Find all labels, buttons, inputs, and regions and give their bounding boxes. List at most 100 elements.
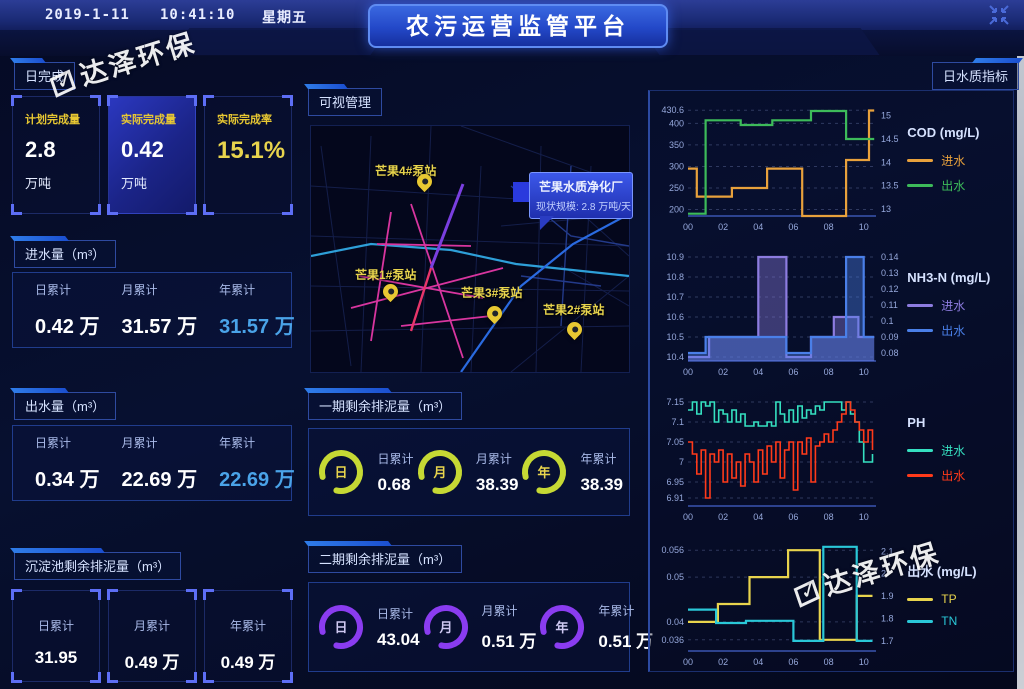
legend-swatch <box>907 304 934 307</box>
svg-text:10: 10 <box>859 367 869 377</box>
gauge-monthly: 月 月累计 0.51 万 <box>420 601 536 653</box>
chart-row-effluent: 0.056 0.05 0.04 0.036 2.1 2 1.9 1.8 1.7 00 02 04 06 0… <box>650 526 1013 671</box>
svg-text:1.7: 1.7 <box>881 635 894 645</box>
legend-swatch <box>907 597 934 601</box>
svg-text:6.91: 6.91 <box>666 493 684 503</box>
svg-text:430.6: 430.6 <box>661 105 684 115</box>
svg-text:1.9: 1.9 <box>881 591 894 601</box>
ring-icon: 年 <box>522 450 567 494</box>
svg-text:10.7: 10.7 <box>666 292 684 302</box>
ring-icon: 月 <box>417 450 462 494</box>
ring-icon: 月 <box>423 605 468 649</box>
svg-text:2: 2 <box>881 568 886 578</box>
header-date: 2019-1-11 <box>45 7 130 23</box>
nh3n-legend: NH3-N (mg/L) 进水 出水 <box>907 270 991 338</box>
panel-title-daily-completion: 日完成 <box>14 62 76 90</box>
svg-text:10.4: 10.4 <box>666 352 684 362</box>
effluent-chart[interactable]: 0.056 0.05 0.04 0.036 2.1 2 1.9 1.8 1.7 00 02 04 06 0… <box>650 529 905 669</box>
phase1-gauges: 日 日累计 0.68 月 月累计 38.39 年 年累计 38.39 <box>308 428 630 516</box>
ring-icon: 日 <box>319 605 363 649</box>
stat-daily: 日累计 0.42 万 <box>35 283 100 338</box>
legend-swatch <box>907 474 934 477</box>
svg-text:02: 02 <box>718 512 728 522</box>
svg-text:00: 00 <box>683 657 693 667</box>
sediment-card-monthly: 月累计 0.49 万 <box>107 589 197 683</box>
svg-text:06: 06 <box>788 222 798 232</box>
gauge-daily: 日 日累计 0.68 <box>315 446 414 498</box>
svg-text:7.15: 7.15 <box>666 397 684 407</box>
svg-text:04: 04 <box>753 367 763 377</box>
stat-monthly: 月累计 31.57 万 <box>121 283 198 338</box>
svg-text:7: 7 <box>679 457 684 467</box>
svg-text:08: 08 <box>824 367 834 377</box>
kpi-unit: 万吨 <box>121 176 148 191</box>
ph-legend: PH 进水 出水 <box>907 415 966 483</box>
svg-text:02: 02 <box>718 367 728 377</box>
header-decoration-left <box>170 28 390 55</box>
legend-swatch <box>907 159 934 162</box>
water-quality-button[interactable]: 日水质指标 <box>932 62 1020 90</box>
stat-yearly: 年累计 22.69 万 <box>219 436 295 491</box>
svg-text:10: 10 <box>859 657 869 667</box>
svg-text:14: 14 <box>881 157 891 167</box>
header-weekday: 星期五 <box>262 9 307 25</box>
panel-title-map: 可视管理 <box>308 88 383 116</box>
header-time: 10:41:10 <box>160 7 236 23</box>
svg-text:13.5: 13.5 <box>881 180 899 190</box>
svg-text:1.8: 1.8 <box>881 613 894 623</box>
svg-text:300: 300 <box>669 161 684 171</box>
map-tooltip: 芒果水质净化厂 现状规模: 2.8 万吨/天 <box>529 172 633 230</box>
svg-text:10.6: 10.6 <box>666 312 684 322</box>
cod-chart[interactable]: 430.6 400 350 300 250 200 15 14.5 14 13.5 13 00 02 04… <box>650 94 905 234</box>
svg-text:250: 250 <box>669 183 684 193</box>
kpi-card-planned[interactable]: 计划完成量 2.8 万吨 <box>11 95 101 215</box>
panel-title-phase1: 一期剩余排泥量（m³） <box>308 392 463 420</box>
panel-title-inflow: 进水量（m³） <box>14 240 117 268</box>
svg-text:08: 08 <box>824 512 834 522</box>
kpi-card-rate[interactable]: 实际完成率 15.1% <box>203 95 293 215</box>
svg-text:年: 年 <box>556 620 569 635</box>
stat-yearly: 年累计 31.57 万 <box>219 283 295 338</box>
kpi-card-actual[interactable]: 实际完成量 0.42 万吨 <box>107 95 197 215</box>
svg-text:00: 00 <box>683 367 693 377</box>
kpi-unit: 万吨 <box>25 176 52 191</box>
gis-map[interactable]: 芒果4#泵站 芒果1#泵站 芒果3#泵站 芒果2#泵站 芒果水质净化厂 现状规模… <box>310 125 633 373</box>
svg-text:0.12: 0.12 <box>881 284 899 294</box>
ring-icon: 年 <box>540 605 585 649</box>
svg-text:0.04: 0.04 <box>666 616 684 626</box>
svg-text:04: 04 <box>753 222 763 232</box>
svg-text:0.056: 0.056 <box>661 545 684 555</box>
svg-text:0.13: 0.13 <box>881 268 899 278</box>
water-quality-charts-panel: 430.6 400 350 300 250 200 15 14.5 14 13.5 13 00 02 04… <box>648 90 1014 672</box>
legend-swatch <box>907 184 934 187</box>
svg-text:10.8: 10.8 <box>666 272 684 282</box>
svg-text:400: 400 <box>669 118 684 128</box>
panel-title-sediment: 沉淀池剩余排泥量（m³） <box>14 552 182 580</box>
svg-text:0.08: 0.08 <box>881 348 899 358</box>
chart-row-cod: 430.6 400 350 300 250 200 15 14.5 14 13.5 13 00 02 04… <box>650 91 1013 236</box>
svg-text:年: 年 <box>538 465 551 480</box>
svg-text:350: 350 <box>669 139 684 149</box>
map-roads <box>310 125 630 373</box>
legend-swatch <box>907 329 934 332</box>
legend-swatch <box>907 449 934 452</box>
nh3n-chart[interactable]: 10.910.810.710.610.510.40.140.130.120.11… <box>650 239 905 379</box>
svg-text:日: 日 <box>335 465 348 480</box>
svg-text:6.95: 6.95 <box>666 477 684 487</box>
plant-capacity: 现状规模: 2.8 万吨/天 <box>536 202 632 213</box>
fullscreen-icon[interactable] <box>988 4 1010 31</box>
panel-title-outflow: 出水量（m³） <box>14 392 117 420</box>
svg-text:08: 08 <box>824 222 834 232</box>
page-edge-strip <box>1017 56 1024 689</box>
station-label: 芒果1#泵站 <box>355 268 417 282</box>
kpi-label: 计划完成量 <box>25 114 80 126</box>
svg-text:06: 06 <box>788 512 798 522</box>
svg-text:200: 200 <box>669 204 684 214</box>
outflow-stats: 日累计 0.34 万 月累计 22.69 万 年累计 22.69 万 <box>12 425 295 501</box>
svg-text:0.14: 0.14 <box>881 252 899 262</box>
chart-row-nh3n: 10.9 10.8 10.7 10.6 10.5 10.4 0.14 0.13 0.12 0.11… <box>650 236 1013 381</box>
phase2-gauges: 日 日累计 43.04 月 月累计 0.51 万 年 年累计 0.51 万 <box>308 582 653 672</box>
stat-monthly: 月累计 22.69 万 <box>121 436 198 491</box>
ph-chart[interactable]: 7.15 7.1 7.05 7 6.95 6.91 00 02 04 06 08 10 <box>650 384 905 524</box>
gauge-monthly: 月 月累计 38.39 <box>414 446 518 498</box>
